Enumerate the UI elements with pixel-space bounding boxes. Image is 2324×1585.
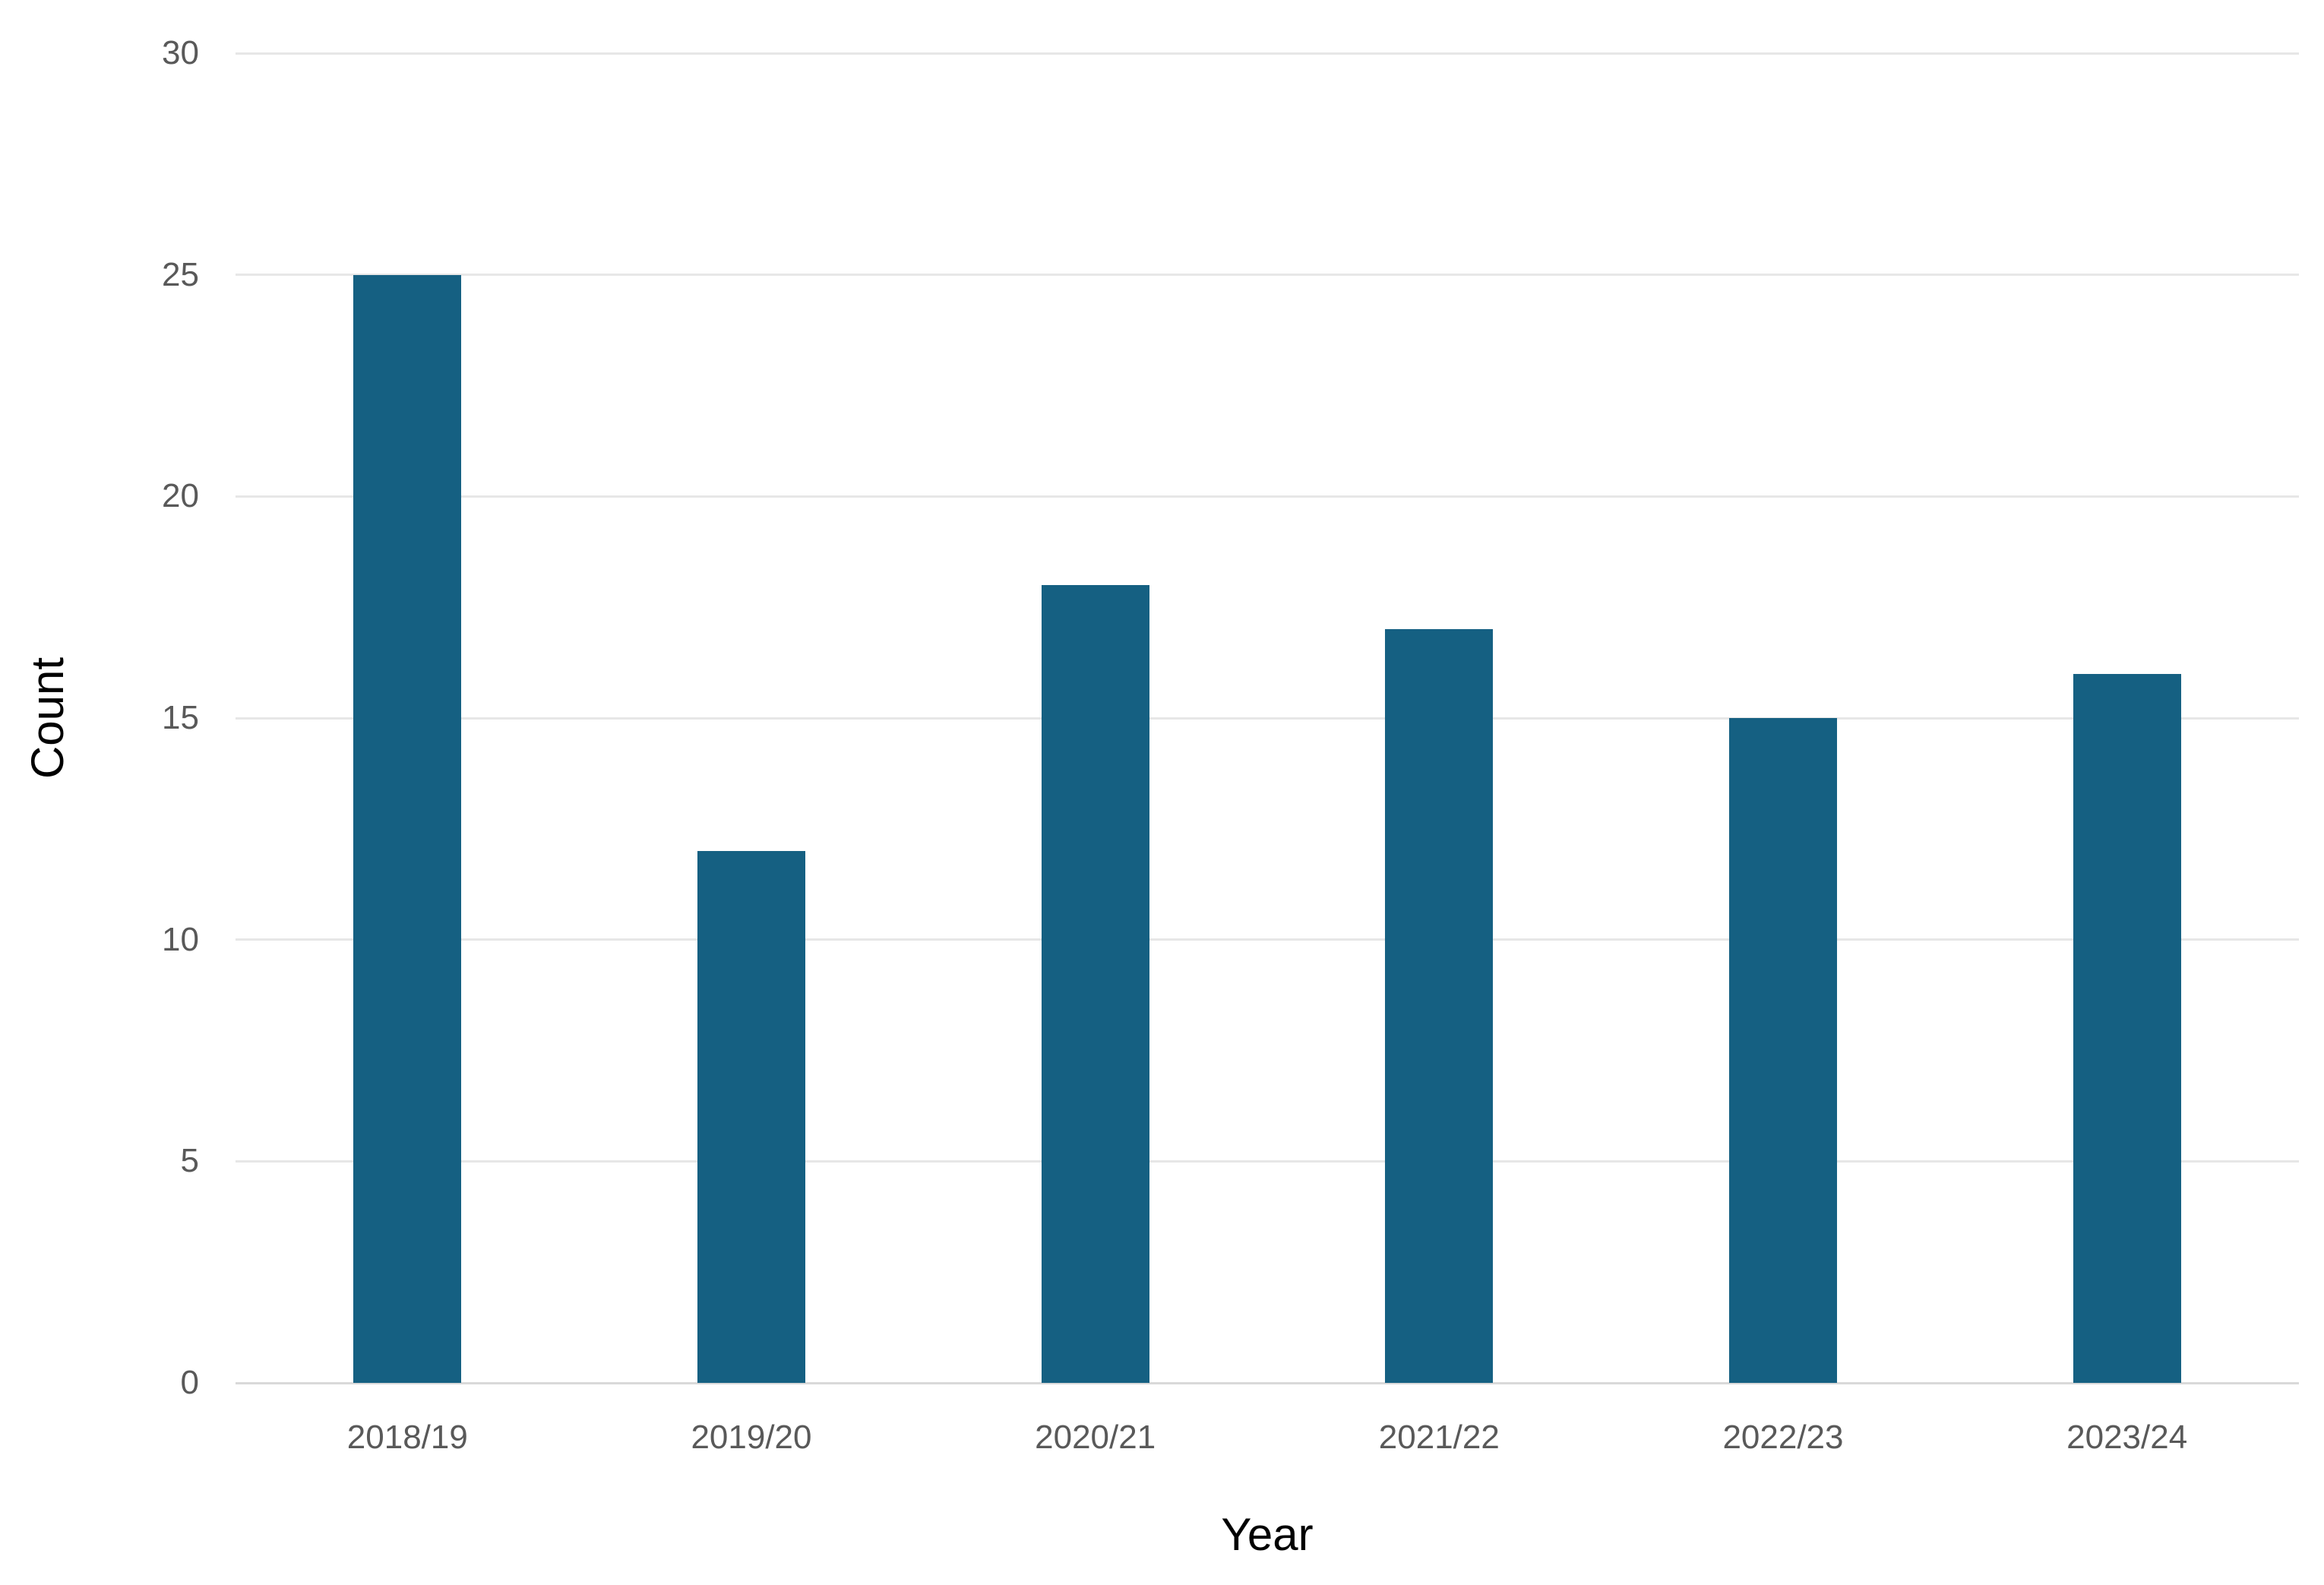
bar-2019-20 [697, 851, 805, 1383]
x-tick-label: 2021/22 [1378, 1419, 1500, 1456]
gridline [236, 938, 2299, 941]
y-tick-label: 15 [162, 699, 199, 736]
y-tick-label: 5 [180, 1142, 199, 1180]
gridline [236, 495, 2299, 498]
x-axis-line [236, 1381, 2299, 1384]
y-tick-label: 10 [162, 920, 199, 958]
plot-area [236, 52, 2299, 1384]
bar-2022-23 [1729, 718, 1837, 1383]
gridline [236, 52, 2299, 55]
bar-2018-19 [353, 274, 462, 1383]
x-tick-label: 2019/20 [691, 1419, 812, 1456]
y-tick-label: 25 [162, 255, 199, 293]
gridline [236, 274, 2299, 277]
gridline [236, 1159, 2299, 1163]
x-tick-label: 2020/21 [1035, 1419, 1156, 1456]
x-tick-label: 2018/19 [346, 1419, 468, 1456]
y-tick-label: 0 [180, 1364, 199, 1401]
bar-2023-24 [2073, 673, 2181, 1383]
gridline [236, 717, 2299, 720]
y-tick-label: 30 [162, 34, 199, 71]
x-tick-label: 2023/24 [2066, 1419, 2188, 1456]
bar-2020-21 [1041, 585, 1149, 1383]
x-tick-label: 2022/23 [1722, 1419, 1844, 1456]
x-axis-title: Year [1221, 1509, 1314, 1560]
bar-2021-22 [1385, 629, 1494, 1383]
y-tick-label: 20 [162, 477, 199, 515]
